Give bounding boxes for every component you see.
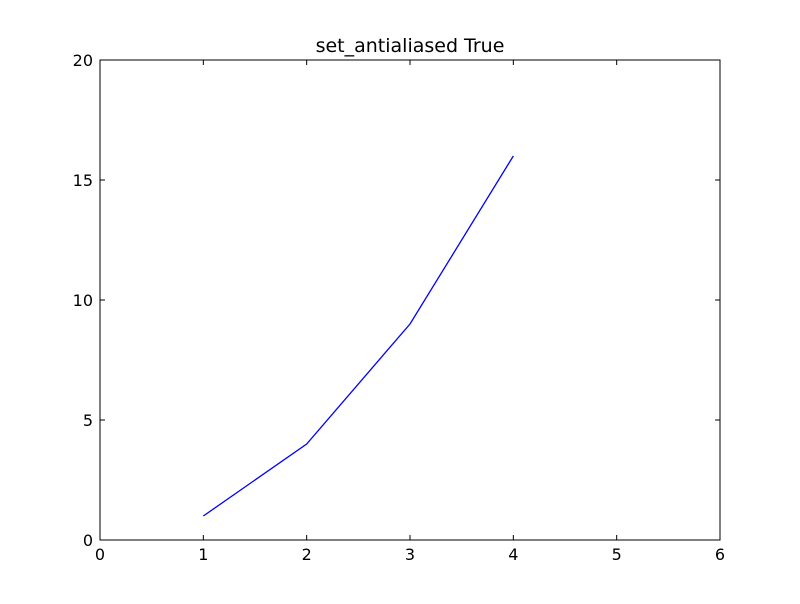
y-tick-label: 5 xyxy=(83,411,93,430)
y-tick-label: 20 xyxy=(73,51,93,70)
y-tick-label: 0 xyxy=(83,531,93,550)
x-tick-label: 5 xyxy=(612,545,622,564)
x-tick-label: 4 xyxy=(508,545,518,564)
tick-labels: 0 1 2 3 4 5 6 0 5 10 15 20 xyxy=(73,51,725,564)
plot-area xyxy=(202,155,514,517)
axes-frame xyxy=(99,59,721,541)
chart-title: set_antialiased True xyxy=(316,35,505,57)
y-tick-label: 10 xyxy=(73,291,93,310)
x-tick-label: 6 xyxy=(715,545,725,564)
x-tick-label: 1 xyxy=(198,545,208,564)
y-tick-label: 15 xyxy=(73,171,93,190)
x-tick-label: 2 xyxy=(302,545,312,564)
x-tick-label: 3 xyxy=(405,545,415,564)
series-line xyxy=(202,155,514,517)
x-tick-label: 0 xyxy=(95,545,105,564)
